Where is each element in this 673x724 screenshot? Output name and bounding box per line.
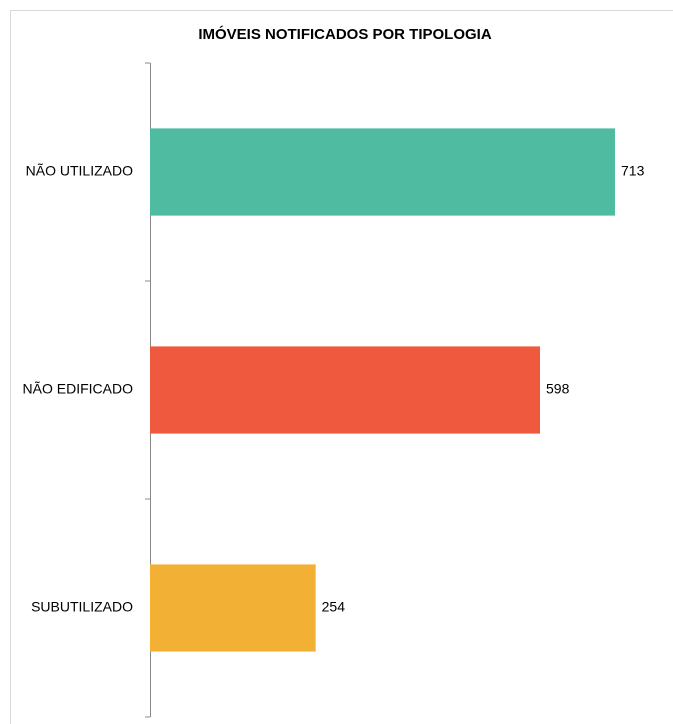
data-label: 713 [621, 163, 645, 179]
bar [150, 128, 615, 216]
data-label: 598 [546, 381, 570, 397]
bar [150, 564, 316, 652]
chart-title: IMÓVEIS NOTIFICADOS POR TIPOLOGIA [198, 25, 492, 43]
y-tick-label: NÃO EDIFICADO [23, 381, 134, 397]
data-label: 254 [322, 599, 346, 615]
bar [150, 346, 540, 434]
y-tick-label: SUBUTILIZADO [31, 599, 133, 615]
y-tick-label: NÃO UTILIZADO [26, 163, 133, 179]
